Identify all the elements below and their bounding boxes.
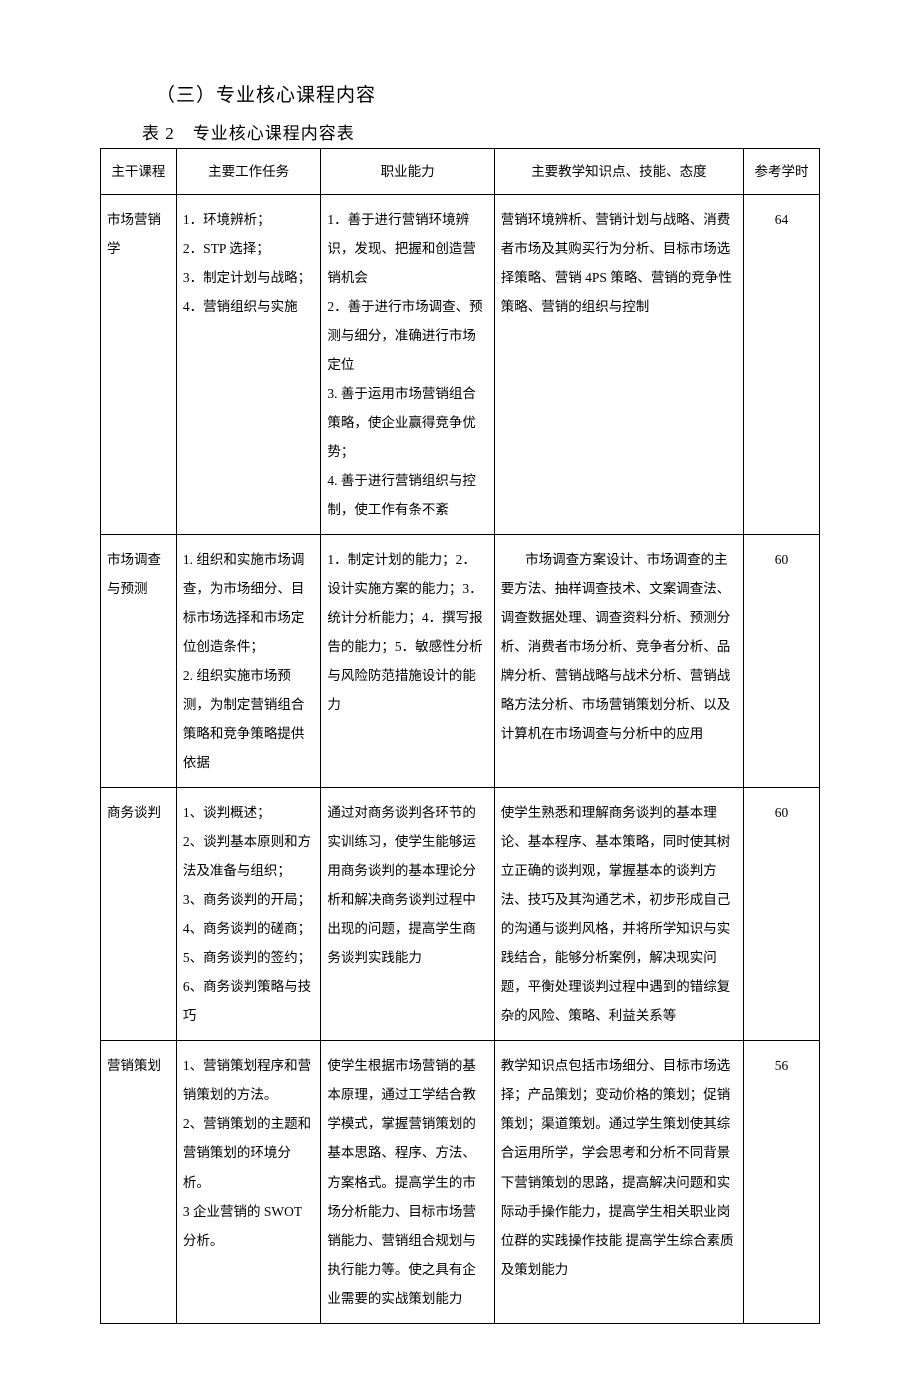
table-body: 市场营销学1．环境辨析； 2．STP 选择； 3．制定计划与战略； 4．营销组织…	[101, 195, 820, 1324]
cell-course: 市场营销学	[101, 195, 177, 535]
cell-knowledge: 教学知识点包括市场细分、目标市场选择；产品策划；变动价格的策划；促销策划；渠道策…	[494, 1041, 743, 1323]
cell-course: 商务谈判	[101, 788, 177, 1041]
col-header-knowledge: 主要教学知识点、技能、态度	[494, 149, 743, 195]
cell-ability: 1．善于进行营销环境辨识，发现、把握和创造营销机会 2．善于进行市场调查、预测与…	[321, 195, 494, 535]
cell-ability: 1．制定计划的能力；2．设计实施方案的能力；3．统计分析能力；4．撰写报告的能力…	[321, 535, 494, 788]
table-row: 市场营销学1．环境辨析； 2．STP 选择； 3．制定计划与战略； 4．营销组织…	[101, 195, 820, 535]
cell-tasks: 1．环境辨析； 2．STP 选择； 3．制定计划与战略； 4．营销组织与实施	[176, 195, 321, 535]
col-header-ability: 职业能力	[321, 149, 494, 195]
col-header-hours: 参考学时	[744, 149, 820, 195]
section-heading: （三）专业核心课程内容	[156, 80, 820, 107]
cell-hours: 64	[744, 195, 820, 535]
table-header-row: 主干课程 主要工作任务 职业能力 主要教学知识点、技能、态度 参考学时	[101, 149, 820, 195]
table-caption: 表 2 专业核心课程内容表	[142, 119, 820, 144]
cell-tasks: 1、营销策划程序和营销策划的方法。 2、营销策划的主题和营销策划的环境分析。 3…	[176, 1041, 321, 1323]
table-row: 营销策划1、营销策划程序和营销策划的方法。 2、营销策划的主题和营销策划的环境分…	[101, 1041, 820, 1323]
cell-knowledge: 营销环境辨析、营销计划与战略、消费者市场及其购买行为分析、目标市场选择策略、营销…	[494, 195, 743, 535]
cell-course: 营销策划	[101, 1041, 177, 1323]
cell-tasks: 1、谈判概述； 2、谈判基本原则和方法及准备与组织； 3、商务谈判的开局； 4、…	[176, 788, 321, 1041]
col-header-tasks: 主要工作任务	[176, 149, 321, 195]
cell-hours: 60	[744, 535, 820, 788]
cell-ability: 使学生根据市场营销的基本原理，通过工学结合教学模式，掌握营销策划的基本思路、程序…	[321, 1041, 494, 1323]
cell-tasks: 1. 组织和实施市场调查，为市场细分、目标市场选择和市场定位创造条件； 2. 组…	[176, 535, 321, 788]
table-row: 商务谈判1、谈判概述； 2、谈判基本原则和方法及准备与组织； 3、商务谈判的开局…	[101, 788, 820, 1041]
cell-ability: 通过对商务谈判各环节的实训练习，使学生能够运用商务谈判的基本理论分析和解决商务谈…	[321, 788, 494, 1041]
col-header-course: 主干课程	[101, 149, 177, 195]
table-row: 市场调查与预测1. 组织和实施市场调查，为市场细分、目标市场选择和市场定位创造条…	[101, 535, 820, 788]
cell-knowledge: 市场调查方案设计、市场调查的主要方法、抽样调查技术、文案调查法、调查数据处理、调…	[494, 535, 743, 788]
cell-course: 市场调查与预测	[101, 535, 177, 788]
course-table: 主干课程 主要工作任务 职业能力 主要教学知识点、技能、态度 参考学时 市场营销…	[100, 148, 820, 1324]
cell-knowledge: 使学生熟悉和理解商务谈判的基本理论、基本程序、基本策略，同时使其树立正确的谈判观…	[494, 788, 743, 1041]
cell-hours: 56	[744, 1041, 820, 1323]
cell-hours: 60	[744, 788, 820, 1041]
